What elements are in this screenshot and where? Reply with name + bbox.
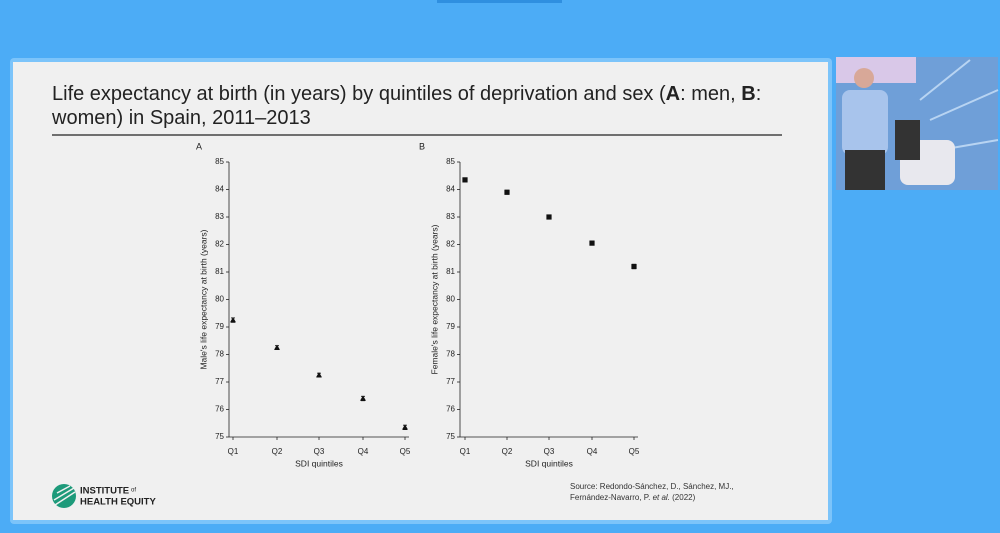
y-tick-label: 75 [215,432,224,441]
marker [504,189,510,195]
y-tick-label: 80 [446,295,455,304]
y-tick-label: 79 [215,322,224,331]
title-part: B [741,83,756,105]
y-tick-label: 85 [215,157,224,166]
chart: B 75 76 77 78 79 80 81 82 83 84 85 Q1 Q2 Q3 Q4 Q5 SDI qui… [419,141,640,468]
slide-title: Life expectancy at birth (in years) by q… [52,82,792,130]
y-tick-label: 84 [215,185,224,194]
x-tick-label: Q4 [358,447,369,456]
y-tick-label: 77 [215,377,224,386]
x-tick-label: Q5 [400,447,411,456]
x-tick-label: Q2 [272,447,283,456]
marker [402,424,408,430]
title-part: : men, [680,83,742,105]
y-tick-label: 82 [446,240,455,249]
x-tick-label: Q5 [629,447,640,456]
marker [316,372,322,378]
y-tick-label: 85 [446,157,455,166]
y-tick-label: 80 [215,295,224,304]
x-tick-label: Q3 [314,447,325,456]
source-part: Source: Redondo-Sánchez, D., Sánchez, MJ… [570,482,734,502]
x-tick-label: Q3 [544,447,555,456]
source-part: (2022) [669,493,696,502]
y-tick-label: 81 [446,267,455,276]
x-tick-label: Q1 [228,447,239,456]
chart: A 75 76 77 78 79 80 81 82 83 84 85 Q1 Q2 Q3 Q4 Q5 SDI qui… [196,141,411,468]
y-axis-label: Male's life expectancy at birth (years) [198,229,208,369]
marker [462,177,468,183]
source-part: et al. [652,493,670,502]
y-tick-label: 78 [215,350,224,359]
panel-label: A [196,141,202,151]
y-tick-label: 84 [446,185,455,194]
logo-text: INSTITUTE [80,486,129,497]
logo: INSTITUTE of HEALTH EQUITY [52,484,156,508]
top-bar [437,0,562,3]
y-tick-label: 75 [446,432,455,441]
panel-label: B [419,141,425,151]
title-part: : women) in Spain, 2011–2013 [52,83,762,129]
x-axis-label: SDI quintiles [525,458,573,468]
source: Source: Redondo-Sánchez, D., Sánchez, MJ… [570,481,775,503]
logo-text: of [131,488,136,494]
y-tick-label: 78 [446,350,455,359]
y-tick-label: 81 [215,267,224,276]
marker [589,240,595,246]
x-tick-label: Q2 [502,447,513,456]
logo-text: HEALTH EQUITY [80,497,156,508]
title-part: A [665,83,681,105]
marker [360,395,366,401]
marker [546,214,552,220]
webcam [836,57,999,190]
title-part: Life expectancy at birth (in years) by q… [52,83,666,105]
y-axis-label: Female's life expectancy at birth (years… [429,224,439,374]
y-tick-label: 79 [446,322,455,331]
marker [230,317,236,323]
y-tick-label: 82 [215,240,224,249]
y-tick-label: 77 [446,377,455,386]
marker [274,344,280,350]
y-tick-label: 83 [215,212,224,221]
slide [13,62,828,520]
x-axis-label: SDI quintiles [295,458,343,468]
y-tick-label: 76 [446,405,455,414]
x-tick-label: Q4 [587,447,598,456]
y-tick-label: 76 [215,405,224,414]
y-tick-label: 83 [446,212,455,221]
marker [631,263,637,270]
x-tick-label: Q1 [460,447,471,456]
